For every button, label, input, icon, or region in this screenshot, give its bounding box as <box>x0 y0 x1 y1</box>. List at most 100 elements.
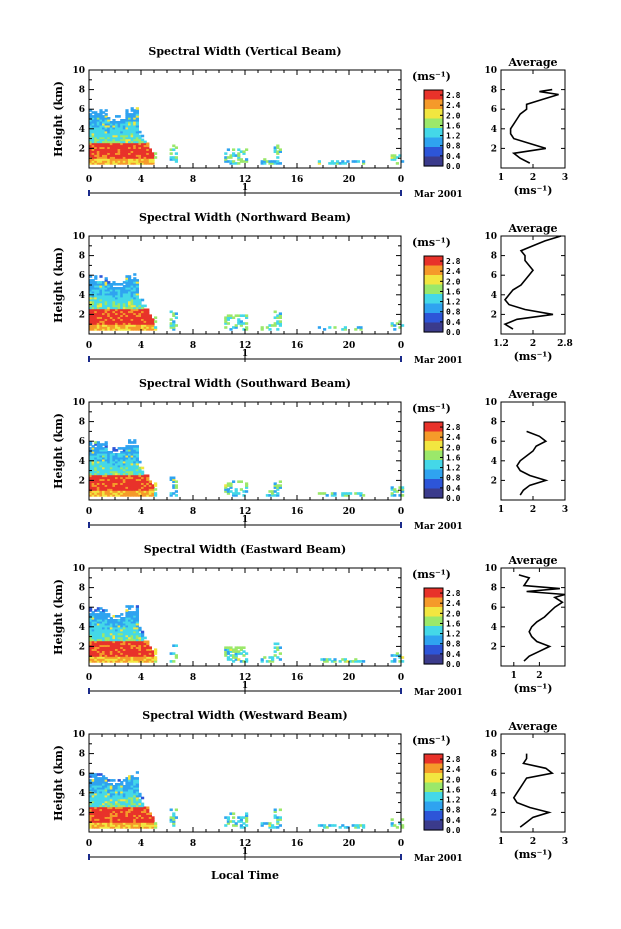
colorbar-segment <box>424 787 443 793</box>
heatmap-cell <box>102 619 106 622</box>
heatmap-cell <box>133 642 137 646</box>
heatmap-cell <box>242 490 246 493</box>
heatmap-cell <box>91 470 95 474</box>
heatmap-cell <box>104 130 108 134</box>
heatmap-cell <box>91 814 95 817</box>
heatmap-cell <box>146 812 150 815</box>
heatmap-cell <box>96 447 100 450</box>
heatmap-cell <box>89 466 93 470</box>
heatmap-cell <box>91 111 95 114</box>
heatmap-cell <box>122 470 126 474</box>
heatmap-cell <box>89 472 93 476</box>
heatmap-cell <box>102 812 106 815</box>
heatmap-cell <box>133 298 137 302</box>
heatmap-cell <box>245 316 249 319</box>
heatmap-cell <box>122 826 126 829</box>
heatmap-cell <box>89 492 93 495</box>
heatmap-cell <box>99 470 103 474</box>
heatmap-cell <box>89 138 93 142</box>
heatmap-cell <box>138 488 142 491</box>
heatmap-cell <box>94 464 98 468</box>
heatmap-cell <box>99 658 103 661</box>
heatmap-cell <box>130 806 134 810</box>
heatmap-cell <box>148 658 152 661</box>
heatmap-cell <box>133 470 137 474</box>
heatmap-cell <box>359 494 363 497</box>
heatmap-cell <box>135 462 139 466</box>
heatmap-cell <box>128 134 132 138</box>
heatmap-cell <box>268 822 272 825</box>
heatmap-cell <box>128 298 132 302</box>
heatmap-cell <box>135 146 139 149</box>
heatmap-cell <box>99 812 103 815</box>
heatmap-cell <box>122 142 126 146</box>
heatmap-cell <box>141 314 145 317</box>
heatmap-cell <box>89 294 93 298</box>
heatmap-cell <box>109 146 113 149</box>
heatmap-cell <box>109 490 113 493</box>
heatmap-cell <box>128 492 132 495</box>
heatmap-cell <box>109 482 113 485</box>
heatmap-cell <box>112 794 116 798</box>
heatmap-cell <box>99 816 103 819</box>
heatmap-cell <box>109 298 113 302</box>
heatmap-cell <box>128 302 132 306</box>
heatmap-cell <box>94 134 98 138</box>
heatmap-cell <box>94 121 98 124</box>
heatmap-cell <box>91 826 95 829</box>
x-tick-label: 8 <box>190 507 196 517</box>
heatmap-cell <box>117 156 121 159</box>
heatmap-cell <box>271 494 275 497</box>
heatmap-cell <box>89 148 93 151</box>
heatmap-cell <box>122 158 126 161</box>
heatmap-cell <box>232 154 236 157</box>
heatmap-cell <box>141 470 145 474</box>
heatmap-cell <box>120 812 124 815</box>
colorbar-tick-label: 1.6 <box>446 619 461 628</box>
heatmap-cell <box>128 484 132 487</box>
heatmap-cell <box>109 312 113 315</box>
heatmap-cell <box>398 656 402 659</box>
heatmap-cell <box>120 128 124 132</box>
heatmap-cell <box>130 458 134 462</box>
heatmap-cell <box>232 654 236 657</box>
heatmap-cell <box>128 456 132 460</box>
heatmap-cell <box>112 654 116 657</box>
heatmap-cell <box>128 779 132 782</box>
heatmap-cell <box>237 154 241 157</box>
heatmap-cell <box>107 316 111 319</box>
heatmap-cell <box>130 800 134 804</box>
heatmap-cell <box>130 794 134 798</box>
avg-x-axis-label: (ms⁻¹) <box>514 184 553 197</box>
heatmap-cell <box>174 156 178 159</box>
heatmap-cell <box>107 472 111 476</box>
heatmap-cell <box>96 132 100 136</box>
heatmap-cell <box>226 322 230 325</box>
heatmap-cell <box>245 158 249 161</box>
heatmap-cell <box>362 824 366 827</box>
heatmap-cell <box>242 152 246 155</box>
heatmap-cell <box>234 162 238 165</box>
heatmap-cell <box>141 484 145 487</box>
heatmap-cell <box>130 292 134 296</box>
heatmap-cell <box>94 298 98 302</box>
heatmap-cell <box>120 486 124 489</box>
heatmap-cell <box>133 648 137 651</box>
heatmap-cell <box>99 162 103 165</box>
heatmap-cell <box>138 158 142 161</box>
heatmap-cell <box>268 328 272 331</box>
heatmap-cell <box>89 792 93 796</box>
heatmap-cell <box>91 281 95 284</box>
heatmap-cell <box>91 466 95 470</box>
heatmap-cell <box>112 298 116 302</box>
heatmap-cell <box>128 654 132 657</box>
heatmap-cell <box>146 816 150 819</box>
heatmap-cell <box>273 150 277 153</box>
heatmap-cell <box>354 660 358 663</box>
heatmap-cell <box>102 492 106 495</box>
heatmap-cell <box>122 312 126 315</box>
heatmap-cell <box>96 624 100 628</box>
heatmap-cell <box>102 306 106 310</box>
heatmap-cell <box>125 451 129 454</box>
heatmap-cell <box>115 298 119 302</box>
